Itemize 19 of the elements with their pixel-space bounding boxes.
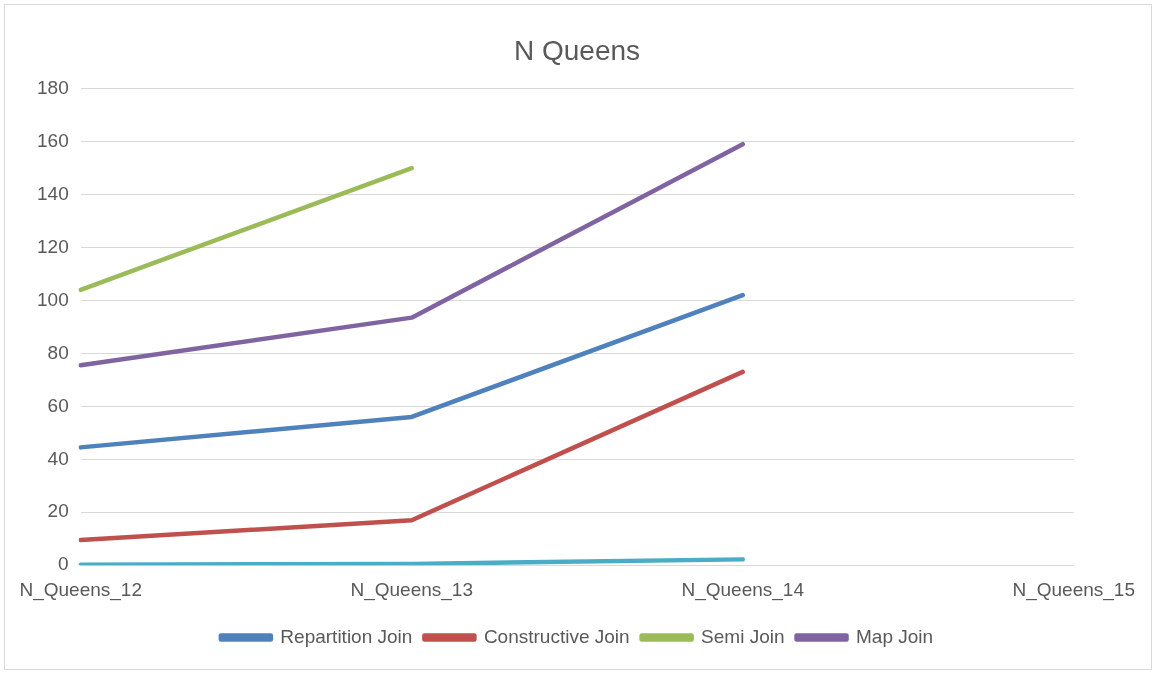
x-tick-label: N_Queens_14 (681, 578, 805, 601)
y-tick-label: 40 (47, 447, 69, 469)
legend-label: Semi Join (701, 625, 785, 647)
y-tick-label: 100 (37, 288, 69, 310)
chart-title: N Queens (513, 34, 641, 66)
y-tick-label: 140 (37, 182, 69, 204)
x-tick-label: N_Queens_13 (350, 578, 473, 601)
y-tick-label: 180 (37, 76, 69, 98)
y-tick-label: 0 (58, 553, 69, 575)
y-tick-label: 20 (47, 500, 69, 522)
y-tick-label: 60 (47, 394, 69, 416)
legend-label: Constructive Join (483, 625, 630, 647)
y-tick-label: 160 (37, 129, 69, 151)
y-tick-label: 80 (47, 341, 69, 363)
x-tick-label: N_Queens_15 (1012, 578, 1136, 601)
x-tick-label: N_Queens_12 (19, 578, 142, 601)
legend-label: Repartition Join (280, 625, 413, 647)
legend-label: Map Join (856, 625, 934, 647)
y-tick-label: 120 (37, 235, 69, 257)
